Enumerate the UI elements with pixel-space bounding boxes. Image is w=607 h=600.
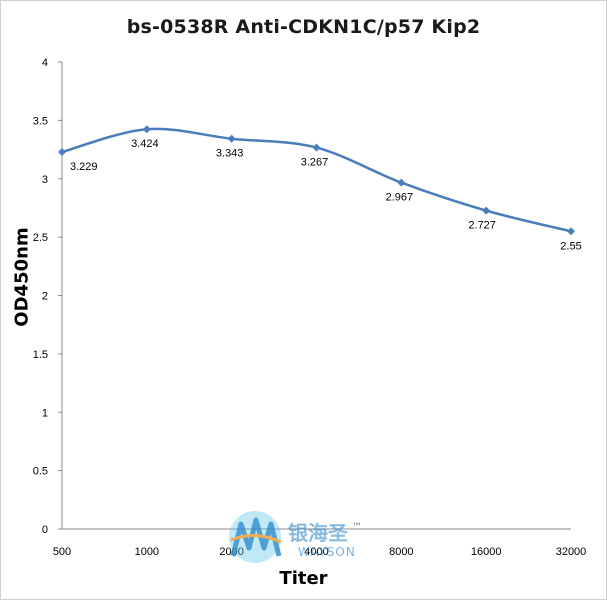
series-group [58, 125, 575, 236]
data-point-marker [312, 143, 321, 152]
y-tick-label: 4 [42, 57, 48, 69]
axes [58, 61, 571, 530]
data-label: 3.343 [216, 148, 244, 160]
y-tick-label: 2 [42, 291, 48, 303]
y-tick-label: 1 [42, 407, 48, 419]
watermark-icon [229, 511, 282, 563]
data-label: 3.424 [131, 138, 159, 150]
data-label: 3.229 [70, 161, 98, 173]
y-tick-labels: 0 0.5 1 1.5 2 2.5 3 3.5 4 [33, 57, 48, 536]
data-point-marker [567, 227, 575, 236]
x-tick-label: 500 [53, 546, 71, 558]
x-tick-label: 16000 [471, 546, 502, 558]
data-label: 2.967 [386, 192, 414, 204]
data-point-marker [482, 206, 491, 215]
y-tick-label: 3.5 [33, 115, 48, 127]
x-tick-labels: 500 1000 2000 4000 8000 16000 32000 [53, 546, 586, 558]
data-label: 3.267 [301, 157, 329, 169]
watermark-brand-cn: 银海圣 [288, 521, 349, 545]
watermark-logo: 银海圣 ™ WAYSON [229, 511, 362, 563]
y-tick-label: 0 [42, 524, 48, 536]
y-tick-label: 3 [42, 174, 48, 186]
data-label: 2.727 [468, 220, 496, 232]
data-point-marker [58, 148, 66, 157]
x-tick-label: 32000 [556, 546, 587, 558]
data-point-marker [142, 125, 151, 134]
x-axis-label: Titer [279, 568, 328, 589]
chart-title: bs-0538R Anti-CDKN1C/p57 Kip2 [126, 16, 481, 38]
watermark-trademark: ™ [352, 522, 362, 533]
watermark-brand-en: WAYSON [298, 545, 356, 559]
data-point-marker [397, 178, 406, 187]
y-tick-label: 1.5 [33, 349, 48, 361]
x-tick-label: 8000 [389, 546, 413, 558]
x-tick-label: 1000 [135, 546, 159, 558]
y-tick-label: 2.5 [33, 232, 48, 244]
y-tick-label: 0.5 [33, 466, 48, 478]
data-point-marker [227, 134, 236, 143]
data-labels: 3.229 3.424 3.343 3.267 2.967 2.727 2.55 [70, 138, 582, 252]
data-label: 2.55 [560, 240, 581, 252]
x-tick-label: 4000 [304, 546, 328, 558]
